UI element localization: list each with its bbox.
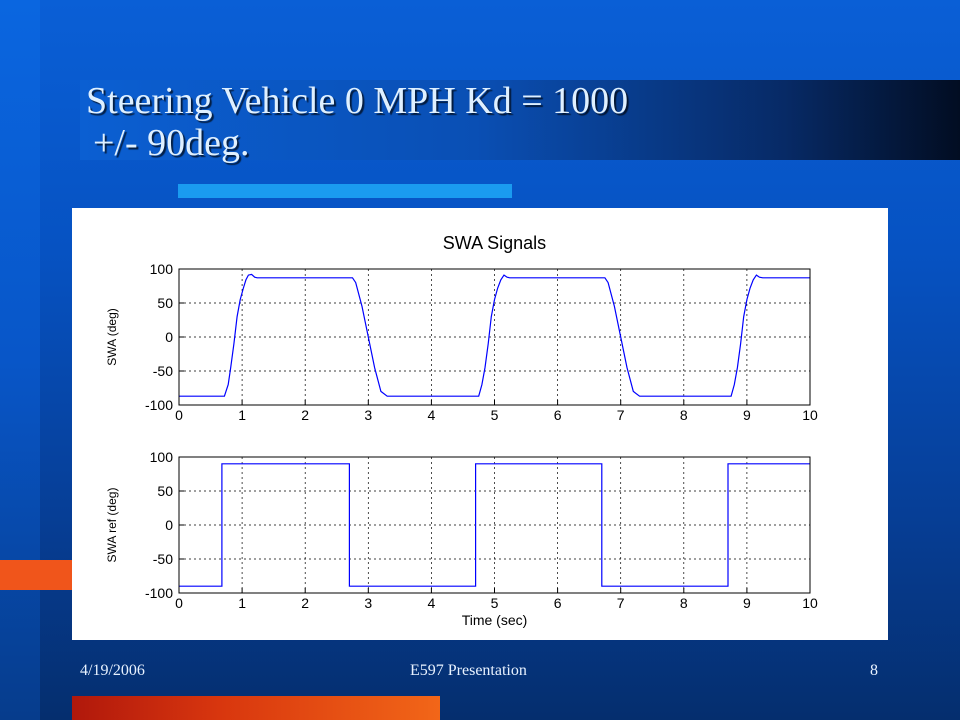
plot1-y-tick-label: 0 — [165, 329, 173, 345]
plot1-x-tick-label: 8 — [680, 407, 688, 423]
plot1-x-tick-label: 3 — [364, 407, 372, 423]
plot2-y-tick-label: 100 — [150, 449, 174, 465]
plot2-x-tick-label: 3 — [364, 595, 372, 611]
plot2-y-tick-label: -50 — [153, 551, 173, 567]
slide-title-line2: +/- 90deg. — [93, 122, 250, 164]
plot1-x-tick-label: 7 — [617, 407, 625, 423]
plot2-x-tick-label: 7 — [617, 595, 625, 611]
plot2-y-axis-label: SWA ref (deg) — [105, 488, 119, 563]
plot2-x-tick-label: 2 — [301, 595, 309, 611]
accent-orange-block — [0, 560, 72, 590]
plot1-x-tick-label: 0 — [175, 407, 183, 423]
plot2-x-tick-label: 4 — [428, 595, 436, 611]
plot1-x-tick-label: 6 — [554, 407, 562, 423]
plot2-x-tick-label: 0 — [175, 595, 183, 611]
plot1-y-axis-label: SWA (deg) — [105, 308, 119, 366]
plot2-x-tick-label: 9 — [743, 595, 751, 611]
plot1-y-tick-label: -50 — [153, 363, 173, 379]
plot2-y-tick-label: 0 — [165, 517, 173, 533]
plot1-x-tick-label: 2 — [301, 407, 309, 423]
plot1-y-tick-label: 100 — [150, 261, 174, 277]
figure-panel: 0 1 2 3 4 5 6 7 8 9 10 100 50 0 -50 -100 SWA Signals SWA … — [72, 208, 888, 640]
plot2-x-tick-label: 1 — [238, 595, 246, 611]
plot1-x-tick-label: 10 — [802, 407, 818, 423]
plot2-series-line — [179, 463, 810, 587]
plot1-x-tick-label: 1 — [238, 407, 246, 423]
plot2-x-tick-label: 8 — [680, 595, 688, 611]
slide-title-line1: Steering Vehicle 0 MPH Kd = 1000 — [86, 80, 629, 122]
plot1-series-line — [179, 273, 810, 397]
plot1-y-tick-label: 50 — [157, 295, 173, 311]
plot2-x-tick-label: 10 — [802, 595, 818, 611]
plot2-x-axis-label: Time (sec) — [462, 612, 528, 628]
accent-bar — [178, 184, 512, 198]
bottom-accent-bar — [72, 696, 440, 720]
plot1-x-tick-label: 9 — [743, 407, 751, 423]
page-number: 8 — [870, 662, 878, 679]
footer-title: E597 Presentation — [410, 662, 527, 679]
plot2-x-tick-label: 5 — [491, 595, 499, 611]
plot2-y-tick-label: -100 — [145, 585, 173, 601]
plot1-x-tick-label: 4 — [428, 407, 436, 423]
slide-title: Steering Vehicle 0 MPH Kd = 1000 +/- 90d… — [86, 80, 628, 164]
plot1-title: SWA Signals — [443, 233, 546, 253]
plot1-y-tick-label: -100 — [145, 397, 173, 413]
footer-date: 4/19/2006 — [80, 662, 145, 679]
title-band — [80, 80, 960, 160]
plot2-y-tick-label: 50 — [157, 483, 173, 499]
left-decor-strip — [0, 0, 40, 720]
plot2-x-tick-label: 6 — [554, 595, 562, 611]
plot1-x-tick-label: 5 — [491, 407, 499, 423]
